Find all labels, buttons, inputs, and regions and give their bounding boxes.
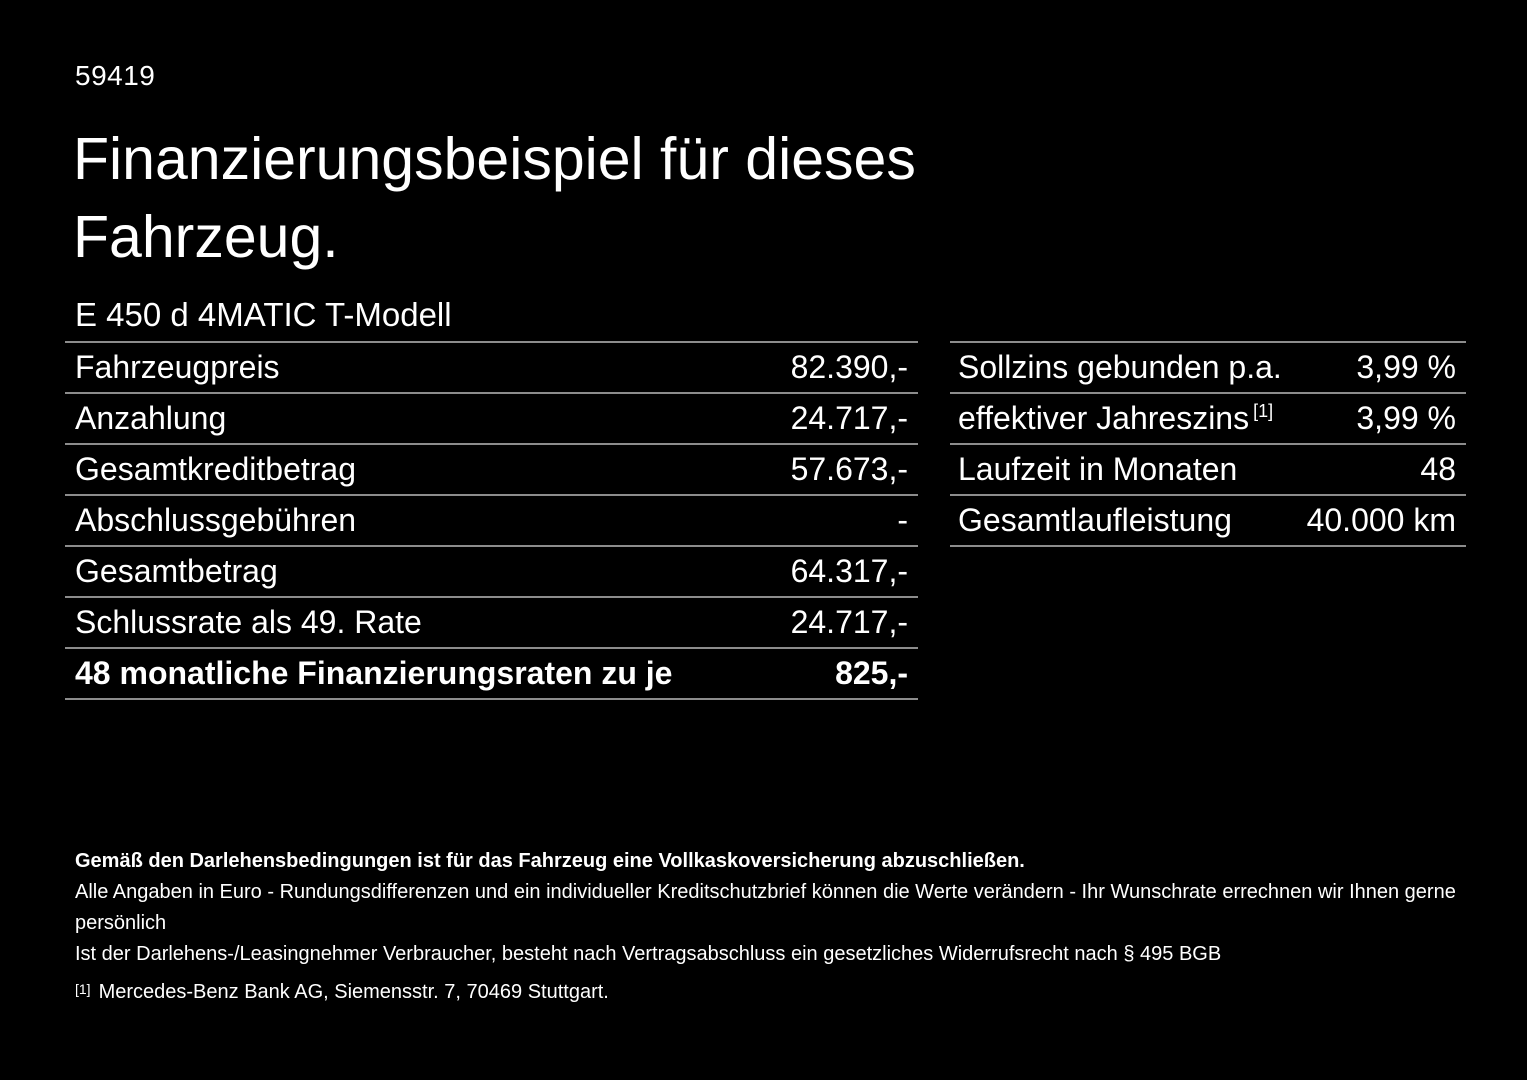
row-value: 3,99 %	[1356, 349, 1456, 385]
footnote-reference-marker: [1]	[1253, 401, 1274, 421]
row-label: Gesamtkreditbetrag	[75, 451, 357, 487]
row-label: Sollzins gebunden p.a.	[958, 349, 1282, 385]
row-value: 40.000 km	[1306, 502, 1456, 538]
row-label: 48 monatliche Finanzierungsraten zu je	[75, 655, 673, 691]
bank-footnote: [1] Mercedes-Benz Bank AG, Siemensstr. 7,…	[75, 974, 1475, 1008]
row-value: 24.717,-	[790, 604, 908, 640]
table-row-total-amount: Gesamtbetrag 64.317,-	[65, 545, 918, 596]
insurance-note: Gemäß den Darlehensbedingungen ist für d…	[75, 850, 1025, 872]
table-row-total-credit: Gesamtkreditbetrag 57.673,-	[65, 443, 918, 494]
page-title: Finanzierungsbeispiel für dieses Fahrzeu…	[73, 126, 916, 271]
row-label: Anzahlung	[75, 400, 227, 436]
table-row-term-months: Laufzeit in Monaten 48	[950, 443, 1466, 494]
table-row-effective-interest: effektiver Jahreszins [1] 3,99 %	[950, 392, 1466, 443]
row-value: 24.717,-	[790, 400, 908, 436]
table-row-monthly-installments: 48 monatliche Finanzierungsraten zu je 8…	[65, 647, 918, 698]
row-label: effektiver Jahreszins [1]	[958, 400, 1274, 436]
financing-table: Fahrzeugpreis 82.390,- Anzahlung 24.717,…	[65, 341, 918, 700]
vehicle-model-heading: E 450 d 4MATIC T-Modell	[75, 296, 452, 333]
row-label: Gesamtlaufleistung	[958, 502, 1232, 538]
row-value: 3,99 %	[1356, 400, 1456, 436]
withdrawal-note: Ist der Darlehens-/Leasingnehmer Verbrau…	[75, 943, 1222, 965]
table-row-closing-fees: Abschlussgebühren -	[65, 494, 918, 545]
legal-footnotes: Gemäß den Darlehensbedingungen ist für d…	[75, 846, 1475, 1008]
row-value: 825,-	[835, 655, 908, 691]
row-value: -	[897, 502, 908, 538]
bank-footnote-text: Mercedes-Benz Bank AG, Siemensstr. 7, 70…	[98, 981, 609, 1003]
row-value: 64.317,-	[790, 553, 908, 589]
row-label: Gesamtbetrag	[75, 553, 278, 589]
row-label: Fahrzeugpreis	[75, 349, 280, 385]
table-row-down-payment: Anzahlung 24.717,-	[65, 392, 918, 443]
row-label: Laufzeit in Monaten	[958, 451, 1238, 487]
table-row-final-installment: Schlussrate als 49. Rate 24.717,-	[65, 596, 918, 647]
document-number: 59419	[75, 60, 156, 91]
row-value: 82.390,-	[790, 349, 908, 385]
table-row-vehicle-price: Fahrzeugpreis 82.390,-	[65, 341, 918, 392]
row-value: 48	[1420, 451, 1456, 487]
values-note: Alle Angaben in Euro - Rundungsdifferenz…	[75, 881, 1456, 934]
conditions-table: Sollzins gebunden p.a. 3,99 % effektiver…	[950, 341, 1466, 547]
row-value: 57.673,-	[790, 451, 908, 487]
footnote-marker: [1]	[75, 981, 91, 997]
table-row-nominal-interest: Sollzins gebunden p.a. 3,99 %	[950, 341, 1466, 392]
row-label: Abschlussgebühren	[75, 502, 357, 538]
row-label: Schlussrate als 49. Rate	[75, 604, 422, 640]
table-row-total-mileage: Gesamtlaufleistung 40.000 km	[950, 494, 1466, 545]
